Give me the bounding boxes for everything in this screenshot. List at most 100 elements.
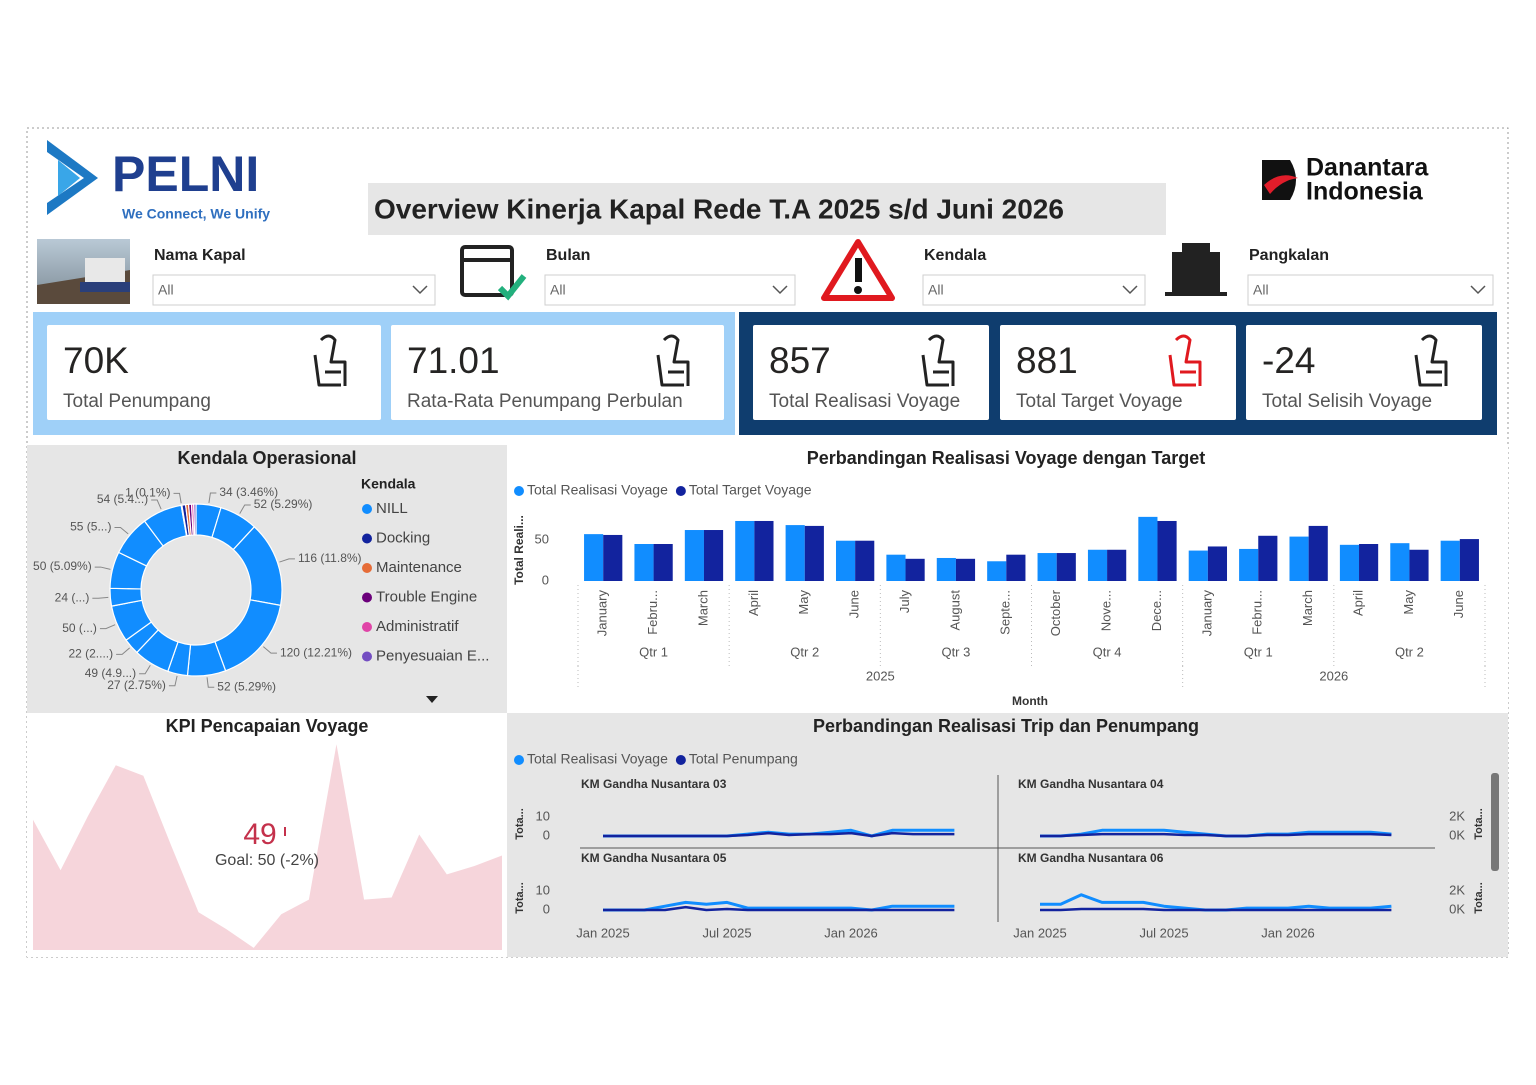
legend-marker [362, 622, 372, 632]
leader-line [92, 596, 109, 599]
chart-title: KPI Pencapaian Voyage [166, 716, 369, 736]
data-label: 34 (3.46%) [219, 485, 278, 499]
title-box [368, 183, 1166, 235]
logo-chevron-inner [58, 160, 80, 196]
legend-title: Kendala [361, 476, 416, 492]
leader-line [151, 499, 162, 510]
partner-swoosh [1264, 175, 1298, 194]
kpi-icon [921, 334, 955, 387]
chart-title: Perbandingan Realisasi Voyage dengan Tar… [807, 448, 1205, 468]
y2-tick-label: 2K [1449, 808, 1465, 823]
bar [735, 520, 755, 581]
kpi-icon [313, 334, 347, 387]
x-tick-label: Dece... [1149, 590, 1164, 631]
panel-title: KM Gandha Nusantara 04 [1018, 777, 1164, 791]
panel-title: KM Gandha Nusantara 05 [581, 851, 727, 865]
leader-line [116, 647, 131, 655]
bar [703, 530, 724, 581]
legend-label: Total Realisasi Voyage [527, 751, 668, 767]
kpi-label: Total Selisih Voyage [1262, 391, 1432, 412]
warning-icon [821, 239, 895, 301]
y-axis-title: Tota... [514, 882, 526, 914]
leader-line [262, 646, 277, 654]
legend-marker [514, 755, 524, 765]
dropdown-chevron [772, 285, 788, 295]
calendar-frame [460, 245, 514, 297]
kpi-value: -24 [1262, 340, 1315, 381]
filter-dropdown[interactable] [152, 274, 436, 306]
partner-line: Danantara [1306, 154, 1429, 182]
bar [1239, 548, 1259, 581]
bar [1037, 553, 1057, 581]
bar [987, 561, 1007, 581]
bar [1207, 546, 1228, 581]
bar [1188, 550, 1208, 581]
y2-tick-label: 0K [1449, 827, 1465, 842]
year-label: 2025 [866, 668, 895, 683]
x-tick-label: January [595, 590, 610, 637]
calendar-icon [460, 245, 527, 301]
chart-title: Kendala Operasional [177, 448, 356, 468]
filter-dropdown[interactable] [922, 274, 1146, 306]
bar [1409, 549, 1429, 581]
legend-marker [362, 592, 372, 603]
leader-line [94, 566, 111, 570]
kpi-alert-icon [284, 827, 286, 836]
bar [1087, 549, 1108, 581]
kpi-label: Total Realisasi Voyage [769, 391, 960, 412]
dropdown-chevron [412, 285, 428, 295]
dropdown-chevron [1122, 285, 1138, 295]
line-series [1040, 907, 1392, 912]
ship-photo [37, 239, 130, 304]
x-tick-label: August [947, 590, 962, 631]
x-tick-label: April [746, 590, 761, 616]
legend-label: Trouble Engine [376, 588, 477, 605]
kpi-icon [656, 334, 690, 387]
x-tick-label: March [1300, 590, 1315, 626]
filter-label: Bulan [546, 247, 590, 264]
x-tick-label: Febru... [645, 590, 660, 635]
kpi-icon [1414, 334, 1448, 387]
filter-value: All [158, 282, 174, 298]
photo-ship [85, 258, 125, 284]
y-tick-label: 50 [535, 531, 549, 546]
x-tick-label: May [796, 590, 811, 615]
bar [754, 520, 774, 581]
kpi-card [1246, 325, 1482, 420]
legend-marker [675, 486, 686, 496]
legend-label: Docking [376, 529, 430, 546]
leader-line [114, 527, 129, 535]
filter-dropdown[interactable] [544, 274, 796, 306]
filter-label: Kendala [924, 247, 986, 264]
warning-bar [855, 258, 862, 282]
y-axis-title: Tota... [514, 808, 526, 840]
legend-label: NILL [376, 500, 408, 517]
leader-line [239, 504, 251, 514]
x-tick-label: Jul 2025 [702, 925, 751, 940]
kpi-label: Rata-Rata Penumpang Perbulan [407, 391, 683, 412]
scrollbar[interactable] [1491, 773, 1499, 871]
y-tick-label: 0 [543, 901, 550, 916]
dropdown-chevron [1470, 285, 1486, 295]
chart-title: Perbandingan Realisasi Trip dan Penumpan… [813, 716, 1199, 736]
quarter-label: Qtr 1 [1244, 644, 1273, 659]
kpi-value: 49 [243, 818, 276, 851]
leader-line [99, 624, 116, 630]
data-label: 54 (5.4...) [97, 492, 148, 506]
legend-scroll-arrow[interactable] [426, 696, 438, 703]
panel-title: KM Gandha Nusantara 06 [1018, 851, 1164, 865]
leader-line [168, 675, 178, 687]
data-label: 52 (5.29%) [254, 497, 313, 511]
bar [584, 534, 604, 581]
kpi-value: 857 [769, 340, 831, 381]
x-tick-label: October [1048, 589, 1063, 636]
kpi-value: 71.01 [407, 340, 500, 381]
legend-marker [362, 563, 372, 573]
bar [1440, 540, 1460, 581]
bar [1289, 536, 1309, 581]
legend-label: Administratif [376, 618, 459, 635]
filter-dropdown[interactable] [1247, 274, 1494, 306]
bar [835, 540, 856, 581]
